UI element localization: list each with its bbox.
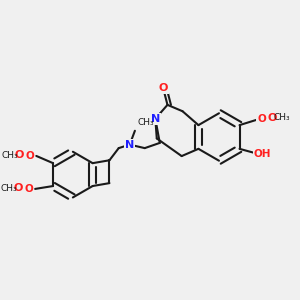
Text: O: O <box>14 183 23 193</box>
Text: O: O <box>26 151 34 161</box>
Text: CH₃: CH₃ <box>1 184 17 193</box>
Text: CH₃: CH₃ <box>137 118 154 127</box>
Text: N: N <box>151 114 160 124</box>
Text: O: O <box>15 150 24 161</box>
Text: O: O <box>158 83 168 93</box>
Text: O: O <box>257 114 266 124</box>
Text: OH: OH <box>254 149 272 159</box>
Text: O: O <box>24 184 33 194</box>
Text: CH₃: CH₃ <box>273 112 290 122</box>
Text: N: N <box>125 140 134 150</box>
Text: O: O <box>267 113 277 123</box>
Text: CH₃: CH₃ <box>2 151 18 160</box>
